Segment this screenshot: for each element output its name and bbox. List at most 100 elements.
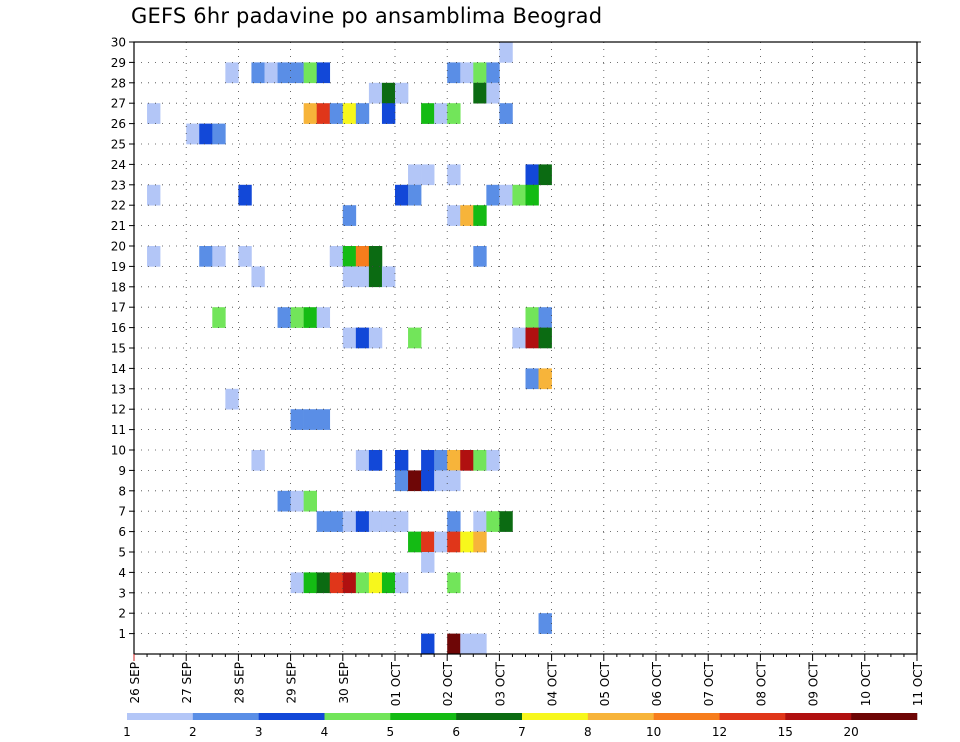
heatmap-cell	[421, 450, 435, 471]
heatmap-cell	[486, 511, 500, 532]
heatmap-cell	[290, 572, 304, 594]
colorbar-label: 6	[452, 725, 460, 739]
y-tick-label: 28	[111, 76, 126, 90]
heatmap-cell	[460, 633, 474, 655]
heatmap-cell	[473, 62, 487, 84]
colorbar-label: 3	[255, 725, 263, 739]
colorbar-segment	[192, 713, 259, 720]
heatmap-cell	[147, 103, 161, 124]
y-tick-label: 27	[111, 97, 126, 111]
x-tick-label: 08 OCT	[754, 661, 768, 706]
colorbar-label: 8	[584, 725, 592, 739]
y-tick-label: 21	[111, 219, 126, 233]
colorbar-segment	[258, 713, 325, 720]
colorbar-segment	[851, 713, 918, 720]
heatmap-cell	[381, 266, 396, 288]
heatmap-cell	[408, 327, 422, 349]
heatmap-cell	[329, 511, 344, 532]
heatmap-cell	[512, 327, 526, 349]
heatmap-cell	[238, 246, 252, 267]
x-tick-label: 11 OCT	[911, 661, 925, 706]
x-tick-label: 04 OCT	[546, 661, 560, 706]
heatmap-cell	[421, 531, 435, 553]
heatmap-cell	[212, 123, 226, 145]
colorbar-label: 4	[321, 725, 329, 739]
heatmap-cell	[303, 409, 317, 430]
heatmap-cell	[525, 307, 539, 328]
heatmap-cell	[525, 368, 539, 390]
heatmap-cell	[538, 164, 552, 186]
heatmap-cell	[303, 307, 317, 328]
heatmap-cell	[473, 531, 487, 553]
heatmap-cell	[395, 184, 409, 206]
x-tick-label: 01 OCT	[389, 661, 403, 706]
y-axis: 1234567891011121314151617181920212223242…	[111, 36, 921, 641]
x-tick-label: 30 SEP	[337, 662, 351, 704]
heatmap-cell	[277, 307, 291, 328]
heatmap-cell	[421, 470, 435, 492]
x-tick-label: 09 OCT	[807, 661, 821, 706]
y-tick-label: 25	[111, 138, 126, 152]
x-tick-label: 02 OCT	[441, 661, 455, 706]
colorbar: 1 2 3 4 5 6 7 8 10 12 15 20	[123, 713, 918, 739]
heatmap-cell	[381, 82, 396, 104]
y-tick-label: 11	[111, 423, 126, 437]
heatmap-cell	[473, 246, 487, 267]
x-tick-label: 29 SEP	[285, 662, 299, 704]
y-tick-label: 9	[118, 464, 126, 478]
heatmap-cell	[473, 205, 487, 226]
heatmap-cell	[447, 531, 461, 553]
heatmap-cell	[434, 470, 448, 492]
heatmap-cell	[342, 246, 357, 267]
chart-title: GEFS 6hr padavine po ansamblima Beograd	[131, 4, 603, 28]
heatmap-cell	[368, 266, 383, 288]
heatmap-cell	[368, 246, 383, 267]
heatmap-cell	[290, 409, 304, 430]
y-tick-label: 7	[118, 505, 126, 519]
heatmap-cell	[316, 62, 331, 84]
y-tick-label: 3	[118, 586, 126, 600]
heatmap-cell	[342, 266, 357, 288]
heatmap-cell	[199, 123, 213, 145]
heatmap-cell	[408, 470, 422, 492]
heatmap-cell	[525, 184, 539, 206]
heatmap-cell	[342, 572, 357, 594]
heatmap-cell	[395, 511, 409, 532]
heatmap-cell	[368, 572, 383, 594]
colorbar-label: 12	[712, 725, 727, 739]
colorbar-segment	[127, 713, 194, 720]
heatmap-cell	[316, 511, 331, 532]
heatmap-cell	[460, 62, 474, 84]
y-tick-label: 6	[118, 525, 126, 539]
heatmap-cell	[238, 184, 252, 206]
heatmap-cell	[342, 103, 357, 124]
heatmap-cell	[408, 531, 422, 553]
heatmap-cell	[473, 450, 487, 471]
heatmap-cell	[499, 184, 513, 206]
heatmap-cell	[355, 266, 370, 288]
heatmap-cell	[395, 470, 409, 492]
heatmap-cell	[434, 531, 448, 553]
heatmap-cell	[538, 307, 552, 328]
heatmap-cell	[251, 62, 265, 84]
heatmap-cell	[486, 184, 500, 206]
heatmap-cell	[381, 103, 396, 124]
heatmap-cell	[447, 572, 461, 594]
y-tick-label: 13	[111, 382, 126, 396]
heatmap-cell	[395, 450, 409, 471]
heatmap-cell	[525, 327, 539, 349]
y-tick-label: 20	[111, 240, 126, 254]
colorbar-segment	[390, 713, 457, 720]
colorbar-label: 2	[189, 725, 197, 739]
y-tick-label: 29	[111, 56, 126, 70]
heatmap-cell	[434, 103, 448, 124]
y-tick-label: 16	[111, 321, 126, 335]
heatmap-cell	[355, 450, 370, 471]
x-tick-label: 03 OCT	[493, 661, 507, 706]
heatmap-cell	[316, 307, 331, 328]
colorbar-label: 5	[386, 725, 394, 739]
heatmap-cell	[499, 103, 513, 124]
y-tick-label: 14	[111, 362, 126, 376]
x-axis: 26 SEP 27 SEP 28 SEP 29 SEP 30 SEP 01 OCT 02 O…	[128, 654, 925, 706]
heatmap-cell	[434, 450, 448, 471]
